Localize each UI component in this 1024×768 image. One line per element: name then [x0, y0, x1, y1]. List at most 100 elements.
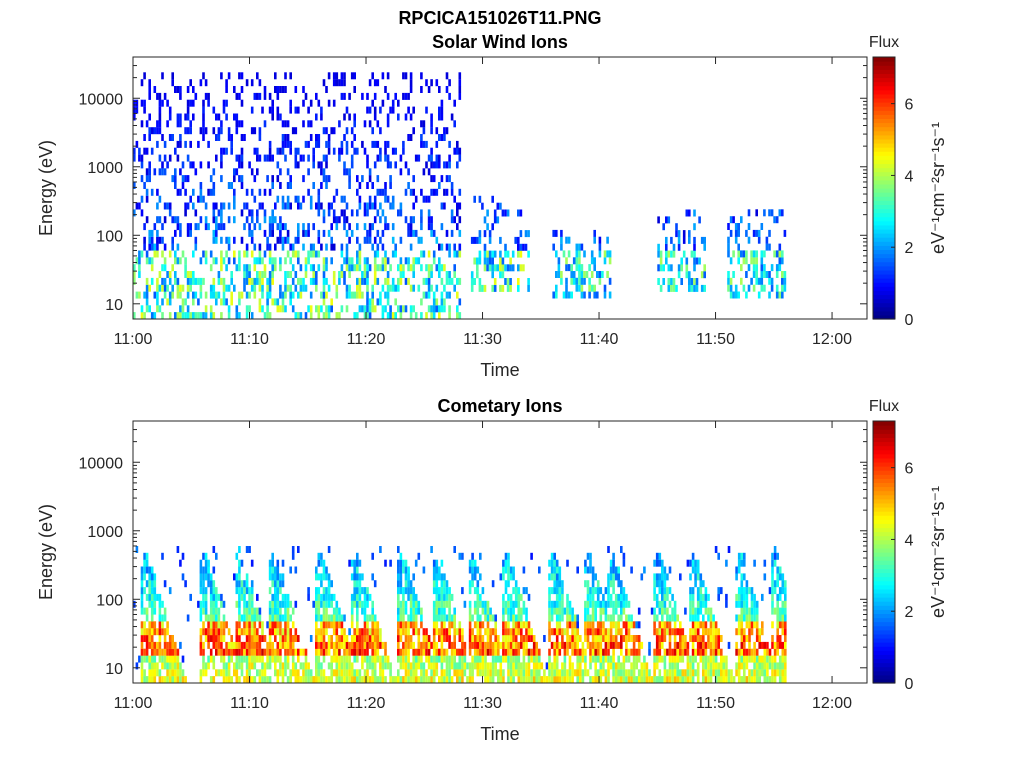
heatmap-cell: [588, 264, 591, 272]
heatmap-cell: [215, 628, 218, 636]
heatmap-cell: [268, 587, 272, 595]
heatmap-cell: [520, 641, 523, 649]
heatmap-cell: [435, 127, 439, 135]
heatmap-cell: [661, 600, 664, 608]
heatmap-cell: [235, 635, 239, 642]
heatmap-cell: [230, 298, 233, 306]
heatmap-cell: [363, 587, 367, 595]
heatmap-cell: [143, 134, 146, 141]
heatmap-cell: [665, 236, 668, 244]
heatmap-cell: [535, 676, 538, 684]
heatmap-cell: [284, 257, 287, 265]
heatmap-cell: [617, 573, 620, 581]
heatmap-cell: [676, 662, 679, 670]
heatmap-cell: [409, 312, 413, 320]
heatmap-cell: [322, 229, 326, 237]
heatmap-cell: [279, 305, 282, 313]
heatmap-cell: [740, 559, 744, 567]
heatmap-cell: [693, 257, 696, 265]
heatmap-cell: [235, 641, 239, 649]
heatmap-cell: [491, 195, 494, 203]
heatmap-cell: [409, 284, 413, 292]
heatmap-cell: [320, 106, 323, 114]
heatmap-cell: [356, 669, 359, 677]
heatmap-cell: [438, 264, 441, 272]
heatmap-cell: [663, 566, 667, 574]
heatmap-cell: [309, 243, 313, 251]
heatmap-cell: [412, 593, 415, 601]
heatmap-cell: [548, 635, 551, 642]
heatmap-cell: [286, 195, 290, 203]
heatmap-cell: [238, 648, 241, 656]
heatmap-cell: [161, 655, 164, 663]
heatmap-cell: [773, 669, 777, 677]
heatmap-cell: [461, 641, 464, 649]
heatmap-cell: [179, 676, 182, 684]
heatmap-cell: [271, 106, 274, 114]
heatmap-cell: [743, 628, 746, 636]
heatmap-cell: [289, 676, 292, 684]
heatmap-cell: [612, 552, 615, 560]
heatmap-cell: [366, 662, 369, 670]
heatmap-cell: [279, 86, 282, 93]
heatmap-cell: [158, 669, 162, 677]
heatmap-cell: [184, 188, 187, 196]
heatmap-cell: [153, 641, 157, 649]
heatmap-cell: [368, 202, 372, 210]
heatmap-cell: [299, 676, 303, 684]
heatmap-cell: [330, 580, 333, 588]
heatmap-cell: [414, 621, 418, 629]
heatmap-cell: [604, 600, 608, 608]
heatmap-cell: [381, 312, 385, 320]
heatmap-cell: [517, 593, 521, 601]
heatmap-cell: [512, 628, 515, 636]
heatmap-cell: [404, 559, 408, 567]
heatmap-cell: [553, 587, 556, 595]
heatmap-cell: [248, 669, 251, 677]
heatmap-cell: [430, 175, 433, 183]
heatmap-cell: [625, 648, 628, 656]
heatmap-cell: [491, 250, 494, 258]
x-tick-label: 11:00: [114, 695, 153, 712]
heatmap-cell: [297, 236, 300, 244]
heatmap-cell: [696, 573, 700, 581]
heatmap-cell: [765, 243, 769, 251]
heatmap-cell: [584, 600, 587, 608]
heatmap-cell: [432, 566, 436, 574]
heatmap-cell: [317, 573, 321, 581]
heatmap-cell: [379, 291, 382, 299]
heatmap-cell: [299, 662, 303, 670]
heatmap-cell: [412, 175, 415, 183]
heatmap-cell: [363, 277, 367, 285]
heatmap-cell: [212, 236, 216, 244]
heatmap-cell: [145, 641, 149, 649]
heatmap-cell: [427, 305, 431, 313]
heatmap-cell: [315, 676, 318, 684]
heatmap-cell: [356, 552, 359, 560]
heatmap-cell: [727, 277, 730, 285]
heatmap-cell: [663, 669, 667, 677]
colorbar-segment: [873, 175, 895, 181]
heatmap-cell: [220, 161, 223, 169]
heatmap-cell: [776, 566, 779, 574]
heatmap-cell: [268, 566, 272, 574]
heatmap-cell: [438, 607, 441, 615]
heatmap-cell: [612, 614, 615, 622]
heatmap-cell: [248, 161, 251, 169]
heatmap-cell: [174, 662, 177, 670]
heatmap-cell: [317, 312, 321, 320]
heatmap-cell: [181, 182, 185, 189]
heatmap-cell: [373, 113, 377, 121]
heatmap-cell: [527, 250, 530, 258]
heatmap-cell: [189, 312, 192, 320]
heatmap-cell: [389, 669, 392, 677]
heatmap-cell: [594, 573, 597, 581]
heatmap-cell: [427, 271, 431, 278]
heatmap-cell: [509, 676, 513, 684]
heatmap-cell: [186, 277, 190, 285]
heatmap-cell: [548, 593, 551, 601]
heatmap-cell: [245, 216, 249, 224]
heatmap-cell: [233, 175, 236, 183]
heatmap-cell: [525, 635, 528, 642]
heatmap-cell: [650, 607, 654, 615]
